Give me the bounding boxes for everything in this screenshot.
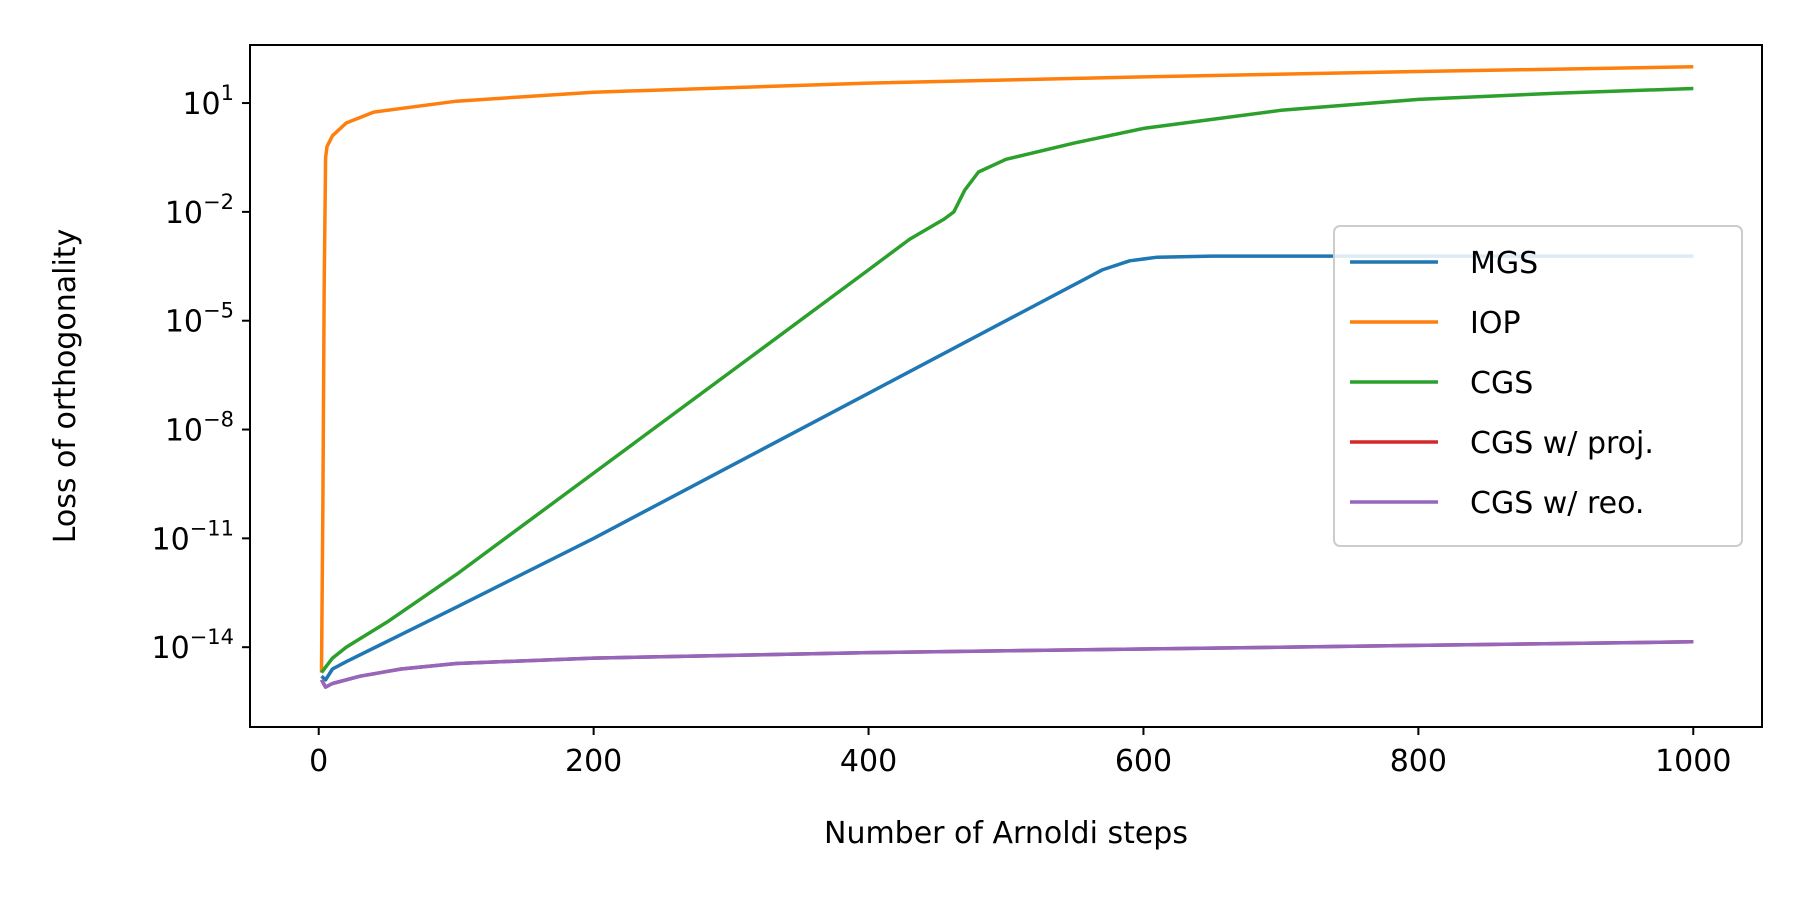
legend-box — [1333, 225, 1743, 547]
legend-entry: CGS w/ reo. — [1470, 486, 1644, 521]
x-tick-label: 0 — [309, 744, 328, 779]
legend-entry: MGS — [1470, 246, 1538, 281]
x-tick-label: 600 — [1115, 744, 1172, 779]
x-axis-label: Number of Arnoldi steps — [824, 816, 1188, 851]
legend-entry: CGS w/ proj. — [1470, 426, 1654, 461]
series-layer — [319, 65, 1694, 689]
y-tick-label: 10−5 — [165, 299, 234, 340]
x-tick-label: 400 — [840, 744, 897, 779]
series-line-2 — [319, 65, 1694, 673]
x-tick-label: 1000 — [1655, 744, 1731, 779]
series-line-1 — [320, 254, 1694, 682]
x-axis: 0 200 400 600 800 1000 — [309, 727, 1731, 779]
y-tick-label: 10−14 — [151, 625, 234, 666]
y-axis: 101 10−2 10−5 10−8 10−11 10−14 — [151, 81, 250, 666]
plot-frame — [249, 44, 1763, 728]
legend-entry: CGS — [1470, 366, 1533, 401]
series-line-5 — [319, 640, 1694, 689]
legend: MGS IOP CGS CGS w/ proj. CGS w/ reo. — [1333, 225, 1743, 547]
y-axis-label: Loss of orthogonality — [48, 229, 83, 544]
legend-entry: IOP — [1470, 306, 1521, 341]
y-tick-label: 101 — [182, 81, 234, 122]
series-line-4 — [319, 640, 1694, 689]
series-line-3 — [320, 86, 1694, 674]
y-tick-label: 10−2 — [165, 190, 234, 231]
y-tick-label: 10−11 — [151, 516, 234, 557]
x-tick-label: 200 — [565, 744, 622, 779]
y-tick-label: 10−8 — [165, 408, 234, 449]
x-tick-label: 800 — [1390, 744, 1447, 779]
